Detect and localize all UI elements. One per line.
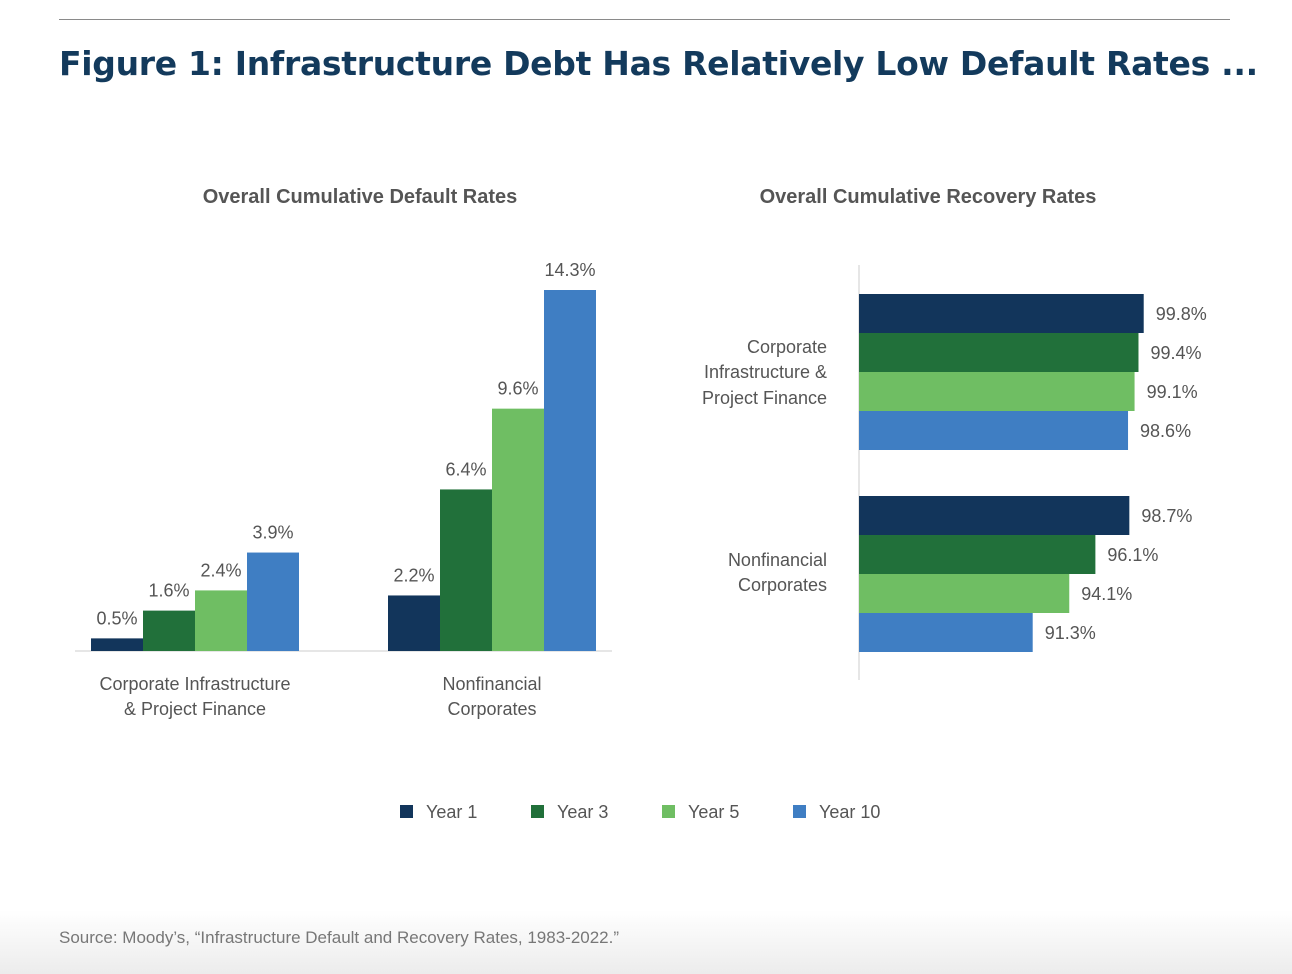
data-label: 6.4% [445,459,486,479]
data-label: 91.3% [1045,623,1096,643]
category-label: Corporate Infrastructure [99,674,290,694]
data-label: 98.7% [1141,506,1192,526]
source-note: Source: Moody’s, “Infrastructure Default… [59,928,620,947]
data-label: 2.2% [393,565,434,585]
category-label: Nonfinancial [728,550,827,570]
figure-title: Figure 1: Infrastructure Debt Has Relati… [59,44,1258,83]
category-label: Corporates [447,699,536,719]
bar-year-10 [859,411,1129,450]
bar-year-5 [492,408,544,651]
legend-swatch [531,805,544,818]
category-label: Corporate [747,337,827,357]
chart-title: Overall Cumulative Recovery Rates [760,186,1097,208]
bar-year-3 [859,535,1096,574]
legend-swatch [793,805,806,818]
category-label: & Project Finance [124,699,266,719]
bar-year-1 [91,638,143,651]
data-label: 9.6% [497,379,538,399]
data-label: 99.8% [1156,304,1207,324]
data-label: 99.4% [1150,343,1201,363]
legend-swatch [400,805,413,818]
legend-swatch [662,805,675,818]
bar-year-1 [859,496,1130,535]
category-label: Nonfinancial [442,674,541,694]
bar-year-5 [859,574,1070,613]
data-label: 14.3% [544,260,595,280]
bar-year-3 [859,333,1139,372]
chart-title: Overall Cumulative Default Rates [203,186,518,208]
data-label: 94.1% [1081,584,1132,604]
bar-year-10 [247,552,299,651]
data-label: 98.6% [1140,421,1191,441]
top-rule [59,19,1230,20]
category-label: Corporates [738,575,827,595]
bar-year-5 [859,372,1135,411]
legend-label: Year 10 [819,802,880,822]
bar-year-3 [440,489,492,651]
data-label: 99.1% [1147,382,1198,402]
data-label: 2.4% [200,560,241,580]
data-label: 1.6% [148,581,189,601]
bar-year-1 [388,595,440,651]
legend-label: Year 1 [426,802,477,822]
legend-label: Year 5 [688,802,739,822]
category-label: Project Finance [702,388,827,408]
bar-year-3 [143,610,195,651]
data-label: 0.5% [96,608,137,628]
data-label: 96.1% [1107,545,1158,565]
bar-year-5 [195,590,247,651]
bar-year-10 [544,290,596,651]
bar-year-10 [859,613,1033,652]
bar-year-1 [859,294,1144,333]
category-label: Infrastructure & [704,362,827,382]
data-label: 3.9% [252,523,293,543]
legend-label: Year 3 [557,802,608,822]
